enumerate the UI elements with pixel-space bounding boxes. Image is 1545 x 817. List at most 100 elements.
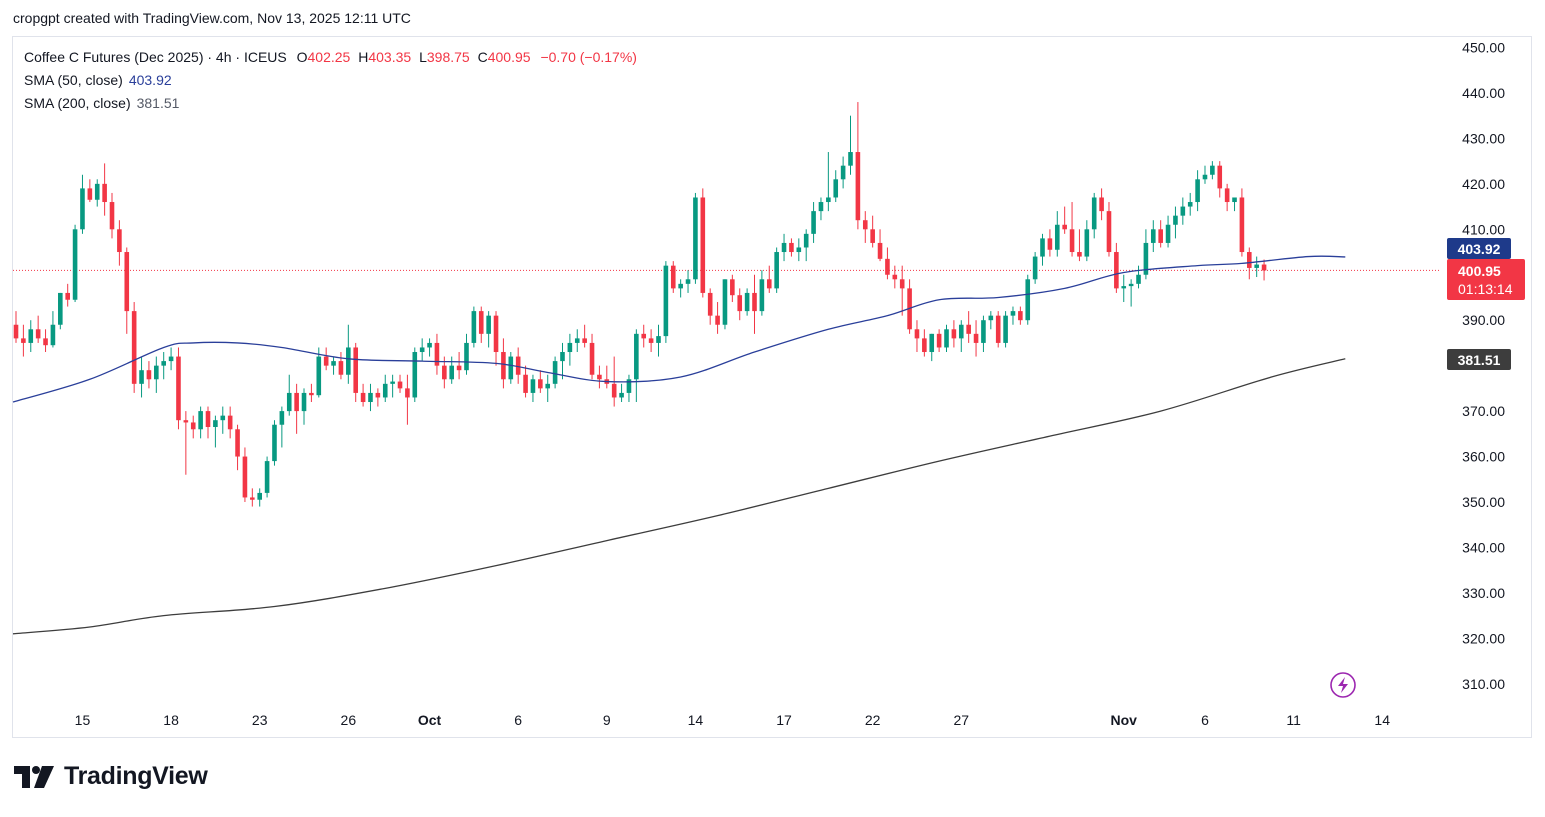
candle[interactable] xyxy=(678,279,683,298)
candle[interactable] xyxy=(449,356,455,384)
candle[interactable] xyxy=(50,311,56,348)
candle[interactable] xyxy=(1217,161,1223,198)
candle[interactable] xyxy=(981,315,986,353)
candle[interactable] xyxy=(995,311,1001,348)
candle[interactable] xyxy=(21,324,26,357)
candle[interactable] xyxy=(242,447,248,502)
candle[interactable] xyxy=(552,356,558,389)
candle[interactable] xyxy=(1121,274,1127,303)
candle[interactable] xyxy=(759,270,765,316)
candle[interactable] xyxy=(331,356,336,375)
candle[interactable] xyxy=(190,415,196,439)
candle[interactable] xyxy=(250,488,255,507)
candle[interactable] xyxy=(486,311,491,348)
candle[interactable] xyxy=(1040,233,1045,266)
candle[interactable] xyxy=(13,311,19,343)
candle[interactable] xyxy=(885,247,890,280)
candle[interactable] xyxy=(663,261,669,343)
candle[interactable] xyxy=(892,265,898,289)
candle[interactable] xyxy=(582,324,587,348)
candle[interactable] xyxy=(1114,242,1119,293)
candle[interactable] xyxy=(87,179,93,203)
candle[interactable] xyxy=(641,324,647,348)
candle[interactable] xyxy=(648,329,654,353)
candle[interactable] xyxy=(213,415,218,448)
candle[interactable] xyxy=(619,383,624,403)
candle[interactable] xyxy=(508,352,514,384)
candle[interactable] xyxy=(862,211,868,243)
candle[interactable] xyxy=(382,374,388,403)
candle[interactable] xyxy=(294,383,299,434)
candle[interactable] xyxy=(634,329,639,403)
candle[interactable] xyxy=(1003,311,1008,348)
candle[interactable] xyxy=(789,238,794,257)
candle[interactable] xyxy=(966,311,971,343)
candle[interactable] xyxy=(855,102,861,230)
candle[interactable] xyxy=(1158,220,1163,248)
candle[interactable] xyxy=(131,302,137,393)
candle[interactable] xyxy=(848,115,853,175)
candle[interactable] xyxy=(1025,274,1031,325)
candle[interactable] xyxy=(604,365,610,389)
candle[interactable] xyxy=(80,174,85,234)
candle[interactable] xyxy=(286,374,292,416)
candle[interactable] xyxy=(375,388,381,407)
candle[interactable] xyxy=(707,288,713,325)
candle[interactable] xyxy=(1202,165,1208,184)
candle[interactable] xyxy=(899,265,905,316)
candle[interactable] xyxy=(1069,202,1075,257)
candle[interactable] xyxy=(1143,229,1149,280)
candle[interactable] xyxy=(301,388,307,425)
candle[interactable] xyxy=(796,238,802,262)
candle[interactable] xyxy=(1180,197,1186,225)
candle[interactable] xyxy=(360,383,366,407)
candle[interactable] xyxy=(154,356,159,393)
candle[interactable] xyxy=(124,247,130,334)
candle[interactable] xyxy=(700,188,706,298)
candle[interactable] xyxy=(722,279,728,330)
candle[interactable] xyxy=(43,329,48,353)
candle[interactable] xyxy=(1254,256,1259,278)
legend-sma200-row[interactable]: SMA (200, close) 381.51 xyxy=(24,92,637,115)
candle[interactable] xyxy=(730,274,735,303)
candle[interactable] xyxy=(58,292,63,330)
candle[interactable] xyxy=(685,270,691,293)
candle[interactable] xyxy=(139,356,144,398)
candle[interactable] xyxy=(1106,202,1112,257)
candle[interactable] xyxy=(434,333,440,375)
candle[interactable] xyxy=(752,274,757,334)
candle[interactable] xyxy=(28,320,34,353)
candle[interactable] xyxy=(693,192,698,284)
candle[interactable] xyxy=(427,338,432,357)
candle[interactable] xyxy=(574,329,580,353)
candle[interactable] xyxy=(914,320,920,353)
candle[interactable] xyxy=(907,279,912,334)
candle[interactable] xyxy=(530,374,536,403)
candle[interactable] xyxy=(257,488,263,507)
candle[interactable] xyxy=(744,288,750,316)
candle[interactable] xyxy=(316,347,322,398)
candle[interactable] xyxy=(944,324,949,353)
candle[interactable] xyxy=(146,361,152,389)
candle[interactable] xyxy=(1062,206,1067,234)
candle[interactable] xyxy=(168,347,174,371)
candle[interactable] xyxy=(176,347,181,430)
candle[interactable] xyxy=(1150,220,1156,253)
candle[interactable] xyxy=(1010,306,1016,325)
legend-sma50-row[interactable]: SMA (50, close) 403.92 xyxy=(24,69,637,92)
candle[interactable] xyxy=(597,365,602,389)
candle[interactable] xyxy=(656,324,661,357)
candle[interactable] xyxy=(988,311,994,330)
candle[interactable] xyxy=(309,383,314,403)
candle[interactable] xyxy=(538,370,543,393)
candle[interactable] xyxy=(840,156,846,189)
candle[interactable] xyxy=(877,229,883,262)
candle[interactable] xyxy=(929,333,935,362)
candle[interactable] xyxy=(397,374,403,393)
candle[interactable] xyxy=(626,374,632,403)
candle[interactable] xyxy=(235,424,240,471)
candle[interactable] xyxy=(478,306,484,343)
candle[interactable] xyxy=(826,152,831,212)
candle[interactable] xyxy=(973,320,979,357)
